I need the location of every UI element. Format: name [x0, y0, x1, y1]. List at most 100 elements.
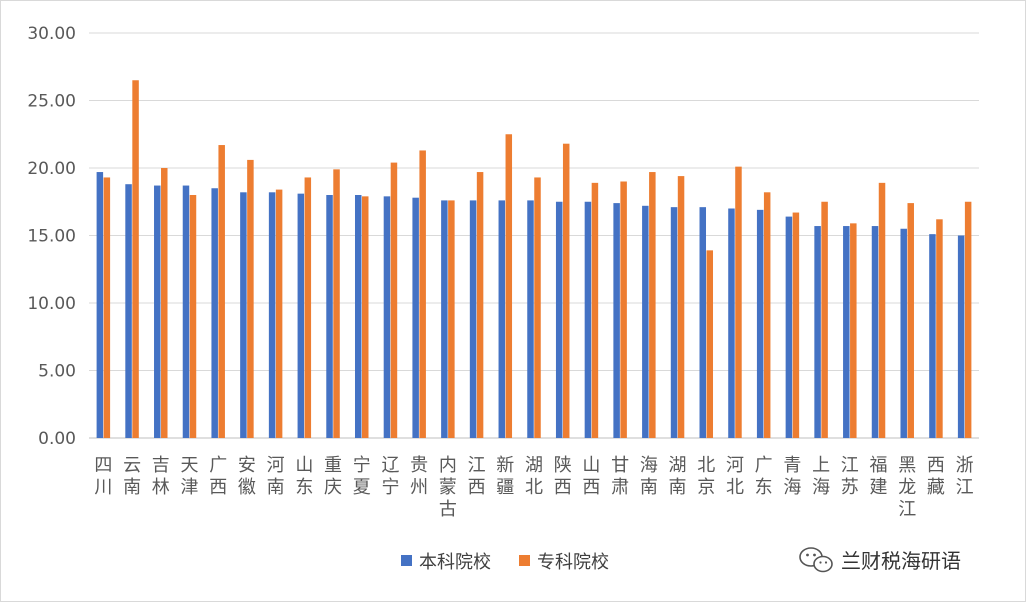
- bar-series1: [354, 195, 362, 438]
- bar-series1: [728, 208, 735, 438]
- bar-series1: [642, 205, 649, 438]
- x-category-label: 辽宁: [381, 455, 399, 498]
- y-tick-label: 30.00: [27, 24, 76, 44]
- x-category-label: 山西: [582, 455, 600, 498]
- bar-series1: [469, 200, 477, 438]
- x-category-label: 山东: [295, 455, 313, 498]
- x-category-label: 新疆: [496, 455, 514, 498]
- y-tick-label: 20.00: [27, 159, 76, 179]
- y-tick-label: 0.00: [38, 429, 76, 449]
- bar-series2: [936, 219, 943, 438]
- bar-series1: [297, 193, 305, 438]
- bar-series2: [247, 159, 254, 438]
- bar-series1: [268, 192, 276, 438]
- bar-series1: [613, 203, 620, 438]
- x-category-label: 江苏: [841, 455, 859, 498]
- bar-series2: [505, 134, 513, 438]
- x-category-label: 海南: [640, 455, 658, 498]
- bar-series1: [527, 200, 534, 438]
- x-category-label: 北京: [697, 455, 715, 498]
- bar-series2: [103, 177, 111, 438]
- x-category-label: 陕西: [554, 455, 572, 498]
- bar-series1: [785, 216, 793, 438]
- y-tick-label: 10.00: [27, 294, 76, 314]
- bar-series1: [756, 209, 764, 438]
- watermark: 兰财税海研语: [799, 547, 961, 573]
- x-category-label: 天津: [180, 455, 198, 498]
- bar-series1: [900, 228, 907, 438]
- x-category-label: 湖北: [525, 455, 543, 498]
- bar-series2: [419, 150, 426, 438]
- bar-series1: [498, 200, 506, 438]
- bar-series1: [843, 226, 850, 438]
- legend-swatch: [401, 555, 412, 566]
- bar-series2: [161, 168, 168, 438]
- x-category-label: 云南: [123, 455, 141, 498]
- bar-series1: [125, 184, 132, 438]
- bar-series2: [448, 200, 455, 438]
- bar-series2: [476, 172, 484, 439]
- x-category-label: 江西: [468, 455, 486, 498]
- x-category-label: 西藏: [927, 455, 945, 498]
- bar-series1: [154, 185, 161, 438]
- bar-series2: [304, 177, 312, 438]
- bar-series1: [699, 207, 707, 438]
- bar-series2: [534, 177, 541, 438]
- bar-series2: [735, 166, 742, 438]
- gridlines: [89, 32, 979, 439]
- x-category-label: 宁夏: [353, 455, 371, 498]
- x-category-label: 广西: [209, 455, 227, 498]
- x-category-label: 重庆: [324, 455, 342, 498]
- bar-series2: [218, 145, 225, 439]
- x-category-label: 浙江: [956, 455, 974, 498]
- y-tick-label: 5.00: [38, 362, 76, 382]
- x-category-label: 黑龙江: [898, 455, 916, 520]
- bar-series1: [871, 226, 879, 438]
- x-category-label: 安徽: [238, 455, 256, 498]
- x-category-label: 河南: [267, 455, 285, 498]
- x-axis-category-labels: 四川云南吉林天津广西安徽河南山东重庆宁夏辽宁贵州内蒙古江西新疆湖北陕西山西甘肃海…: [94, 455, 973, 520]
- y-axis-tick-labels: 0.00 5.00 10.00 15.00 20.00 25.00 30.00: [27, 24, 76, 449]
- bar-series1: [412, 197, 419, 438]
- bar-series2: [878, 182, 886, 438]
- bar-series1: [441, 200, 448, 438]
- bar-series1: [670, 207, 678, 438]
- bar-series1: [182, 185, 190, 438]
- legend-label: 本科院校: [419, 552, 491, 573]
- y-tick-label: 15.00: [27, 227, 76, 247]
- x-category-label: 吉林: [152, 455, 170, 498]
- bars: [96, 80, 972, 439]
- x-category-label: 四川: [94, 455, 112, 498]
- bar-series2: [275, 189, 283, 438]
- bar-series1: [584, 201, 592, 438]
- bar-series2: [964, 201, 972, 438]
- bar-series2: [189, 195, 197, 438]
- bar-series2: [562, 143, 570, 438]
- bar-series2: [850, 223, 857, 438]
- bar-series2: [390, 162, 398, 438]
- bar-series2: [763, 192, 771, 438]
- bar-series2: [361, 196, 369, 438]
- bar-series1: [211, 188, 218, 438]
- bar-series2: [792, 212, 800, 438]
- x-category-label: 河北: [726, 455, 744, 498]
- bar-series1: [555, 201, 563, 438]
- bar-series1: [814, 226, 821, 438]
- bar-series1: [957, 235, 965, 438]
- bar-series2: [821, 201, 828, 438]
- x-category-label: 广东: [755, 455, 773, 498]
- legend-label: 专科院校: [537, 552, 609, 573]
- y-tick-label: 25.00: [27, 92, 76, 112]
- bar-series2: [333, 169, 340, 438]
- wechat-icon: [799, 547, 833, 573]
- bar-series2: [649, 172, 656, 439]
- bar-series2: [620, 181, 627, 438]
- legend: 本科院校 专科院校: [401, 552, 609, 573]
- bar-series1: [383, 196, 391, 438]
- bar-series2: [591, 182, 599, 438]
- watermark-text: 兰财税海研语: [841, 549, 961, 573]
- x-category-label: 青海: [783, 455, 801, 498]
- legend-swatch: [519, 555, 530, 566]
